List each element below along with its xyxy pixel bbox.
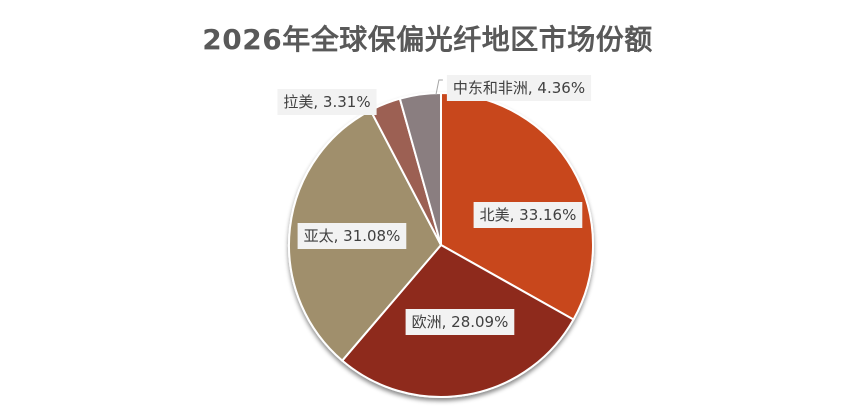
slice-label-text-1: 欧洲, 28.09% [412, 313, 509, 331]
slice-label-0: 北美, 33.16% [473, 202, 583, 228]
slice-label-text-0: 北美, 33.16% [480, 206, 577, 224]
chart-title: 2026年全球保偏光纤地区市场份额 [202, 23, 653, 56]
slice-label-3: 拉美, 3.31% [277, 89, 377, 115]
slice-label-box-3 [277, 89, 377, 115]
slice-label-text-2: 亚太, 31.08% [304, 227, 401, 245]
slice-label-text-3: 拉美, 3.31% [283, 93, 370, 111]
slice-label-box-2 [297, 223, 407, 249]
slice-label-2: 亚太, 31.08% [297, 223, 407, 249]
slice-leader-line-4 [435, 79, 443, 96]
pie-slice-4 [398, 91, 442, 246]
slice-label-text-4: 中东和非洲, 4.36% [453, 79, 585, 97]
pie-labels: 北美, 33.16% 欧洲, 28.09% 亚太, 31.08% 拉美, 3.31% 中… [277, 75, 592, 335]
slice-label-box-1 [405, 309, 515, 335]
slice-label-box-4 [446, 75, 592, 101]
slice-label-1: 欧洲, 28.09% [405, 309, 515, 335]
slice-label-box-0 [473, 202, 583, 228]
slice-label-4: 中东和非洲, 4.36% [435, 75, 592, 101]
